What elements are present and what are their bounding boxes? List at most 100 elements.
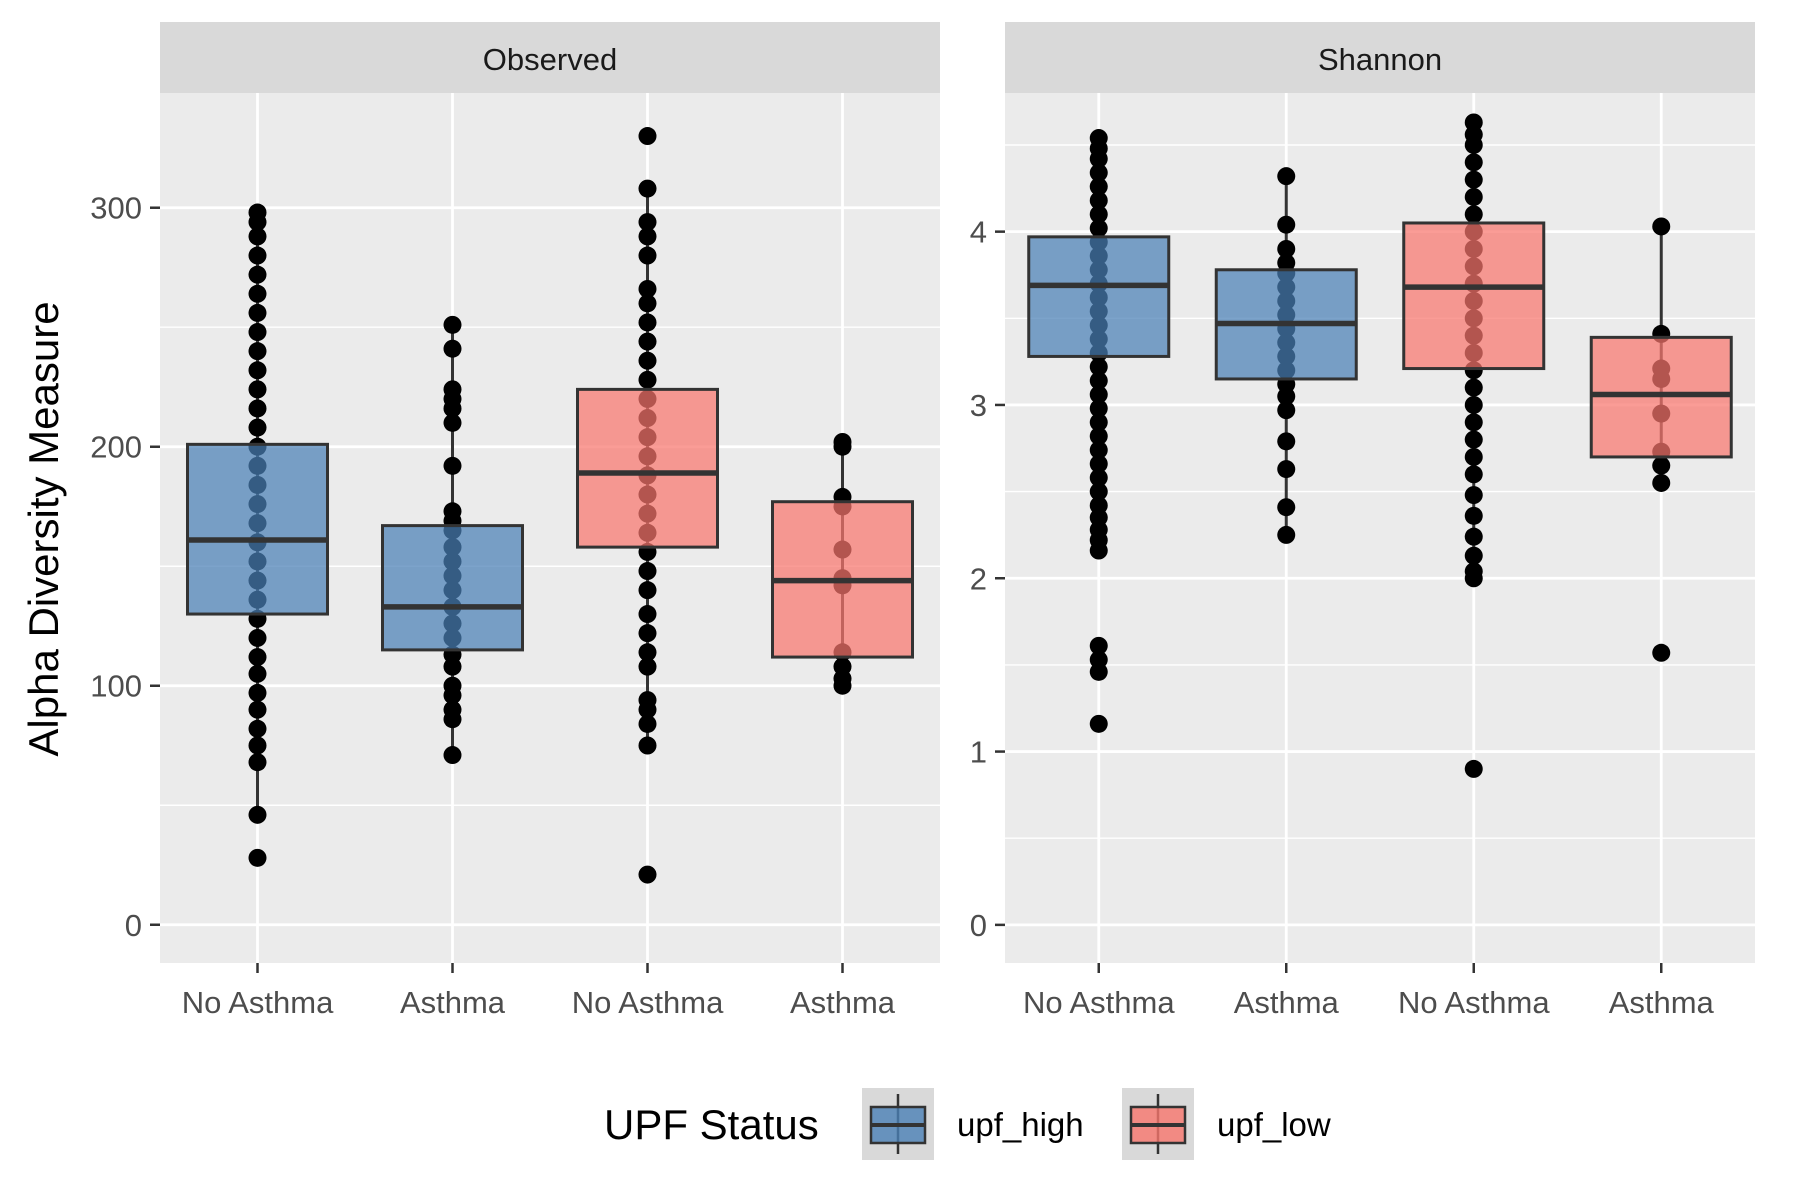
data-point — [248, 628, 267, 647]
data-point — [1277, 253, 1296, 272]
panel-observed: Observed 0 100 200 300 No Asthma Asthma No Asth… — [90, 22, 940, 1020]
data-point — [443, 700, 462, 719]
data-point — [443, 380, 462, 399]
data-point — [1652, 456, 1671, 475]
data-point — [1089, 357, 1108, 376]
data-point — [1277, 167, 1296, 186]
data-point — [1277, 401, 1296, 420]
box — [1402, 221, 1546, 371]
y-tick-label: 2 — [970, 561, 987, 596]
data-point — [1652, 643, 1671, 662]
box-group-upf_high — [381, 315, 524, 765]
data-point — [638, 562, 657, 581]
data-point — [1464, 413, 1483, 432]
data-point — [1652, 473, 1671, 492]
data-point — [1464, 562, 1483, 581]
data-point — [1277, 460, 1296, 479]
data-point — [1277, 239, 1296, 258]
data-point — [1089, 163, 1108, 182]
box-group-upf_high — [1214, 167, 1358, 544]
data-point — [1464, 205, 1483, 224]
data-point — [638, 714, 657, 733]
data-point — [248, 323, 267, 342]
box-group-upf_low — [1589, 217, 1733, 662]
data-point — [638, 691, 657, 710]
x-tick-label: No Asthma — [1398, 985, 1550, 1020]
data-point — [1089, 468, 1108, 487]
data-point — [638, 865, 657, 884]
data-point — [1089, 385, 1108, 404]
y-tick-label: 4 — [970, 215, 987, 250]
data-point — [443, 315, 462, 334]
data-point — [1652, 217, 1671, 236]
data-point — [1089, 413, 1108, 432]
data-point — [248, 246, 267, 265]
data-point — [443, 339, 462, 358]
data-point — [638, 370, 657, 389]
box-group-upf_low — [771, 432, 914, 695]
data-point — [1464, 153, 1483, 172]
data-point — [638, 127, 657, 146]
data-point — [638, 581, 657, 600]
data-point — [638, 313, 657, 332]
box-group-upf_high — [186, 203, 329, 867]
data-point — [1464, 378, 1483, 397]
y-tick-label: 0 — [125, 908, 142, 943]
x-tick-label: Asthma — [1234, 985, 1340, 1020]
y-tick-label: 1 — [970, 735, 987, 770]
box — [186, 442, 329, 616]
y-axis-title: Alpha Diversity Measure — [20, 301, 67, 756]
data-point — [443, 502, 462, 521]
x-tick-label: Asthma — [400, 985, 506, 1020]
data-point — [1464, 113, 1483, 132]
data-point — [638, 279, 657, 298]
data-point — [248, 361, 267, 380]
legend-entry-upf_high: upf_high — [862, 1088, 1084, 1160]
data-point — [1089, 636, 1108, 655]
data-point — [1089, 205, 1108, 224]
data-point — [1464, 759, 1483, 778]
panel-title: Observed — [483, 42, 617, 77]
data-point — [1089, 714, 1108, 733]
data-point — [248, 736, 267, 755]
data-point — [1089, 441, 1108, 460]
data-point — [1277, 215, 1296, 234]
y-tick-label: 0 — [970, 908, 987, 943]
y-tick-label: 300 — [90, 191, 142, 226]
data-point — [1089, 427, 1108, 446]
data-point — [1464, 506, 1483, 525]
data-point — [638, 643, 657, 662]
data-point — [638, 294, 657, 313]
data-point — [1089, 177, 1108, 196]
data-point — [248, 719, 267, 738]
data-point — [833, 432, 852, 451]
data-point — [248, 203, 267, 222]
data-point — [248, 227, 267, 246]
data-point — [833, 657, 852, 676]
panel-shannon: Shannon 0 1 2 3 4 No Asthma Asthma No Asthma Asth… — [970, 22, 1755, 1020]
data-point — [248, 284, 267, 303]
data-point — [248, 805, 267, 824]
x-tick-label: Asthma — [1609, 985, 1715, 1020]
data-point — [1089, 482, 1108, 501]
data-point — [248, 303, 267, 322]
box — [381, 524, 524, 652]
data-point — [638, 605, 657, 624]
data-point — [248, 753, 267, 772]
data-point — [248, 380, 267, 399]
panel-strip — [160, 22, 940, 93]
data-point — [1464, 546, 1483, 565]
data-point — [638, 227, 657, 246]
data-point — [1277, 498, 1296, 517]
legend-title: UPF Status — [604, 1101, 819, 1148]
data-point — [443, 413, 462, 432]
data-point — [443, 746, 462, 765]
legend: UPF Status upf_high upf_low — [604, 1088, 1331, 1160]
data-point — [1464, 430, 1483, 449]
legend-label: upf_high — [957, 1106, 1084, 1143]
data-point — [1277, 525, 1296, 544]
data-point — [443, 456, 462, 475]
panel-title: Shannon — [1318, 42, 1442, 77]
data-point — [638, 736, 657, 755]
